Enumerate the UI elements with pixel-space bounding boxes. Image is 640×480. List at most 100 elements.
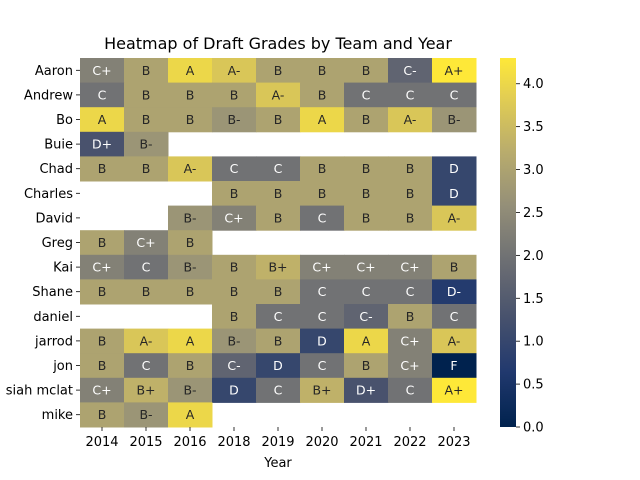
heatmap-cell <box>168 377 213 403</box>
cell-grade-label: B <box>98 284 107 299</box>
y-tick-label: Charles <box>24 187 73 202</box>
colorbar-tick-label: 3.5 <box>523 120 544 135</box>
cell-grade-label: C+ <box>224 210 243 225</box>
heatmap-cell <box>256 58 301 84</box>
cell-grade-label: B <box>274 186 283 201</box>
heatmap-cell <box>300 58 345 84</box>
cell-grade-label: C <box>362 284 371 299</box>
cell-grade-label: C <box>406 383 415 398</box>
cell-grade-label: B <box>186 87 195 102</box>
heatmap-cell <box>388 254 433 280</box>
cell-grade-label: B- <box>447 112 460 127</box>
cell-grade-label: B <box>362 63 371 78</box>
colorbar-tick-label: 2.0 <box>523 249 544 264</box>
cell-grade-label: B- <box>183 260 196 275</box>
heatmap-cell <box>388 353 433 379</box>
cell-grade-label: A- <box>448 210 461 225</box>
heatmap-cell <box>212 58 257 84</box>
heatmap-cell <box>256 82 301 108</box>
cell-grade-label: B <box>142 87 151 102</box>
colorbar <box>500 58 516 427</box>
heatmap-cell <box>344 328 389 354</box>
cell-grade-label: B <box>186 112 195 127</box>
cell-grade-label: B <box>142 161 151 176</box>
heatmap-cell <box>212 304 257 330</box>
cell-grade-label: B+ <box>268 260 287 275</box>
cell-grade-label: C <box>318 210 327 225</box>
heatmap-cell <box>300 279 345 305</box>
y-tick-label: Bo <box>56 113 73 128</box>
heatmap-cell <box>212 181 257 207</box>
x-tick-label: 2019 <box>261 435 294 450</box>
colorbar-tick-label: 1.5 <box>523 292 544 307</box>
cell-grade-label: B <box>274 284 283 299</box>
heatmap-cell <box>212 205 257 231</box>
cell-grade-label: A <box>186 63 195 78</box>
heatmap-cell <box>432 58 477 84</box>
x-tick-label: 2016 <box>173 435 206 450</box>
heatmap-cell <box>344 304 389 330</box>
cell-grade-label: D+ <box>356 383 376 398</box>
cell-grade-label: B- <box>183 210 196 225</box>
cell-grade-label: C <box>98 87 107 102</box>
cell-grade-label: B <box>362 161 371 176</box>
cell-grade-label: B <box>406 309 415 324</box>
heatmap-cell <box>124 279 169 305</box>
cell-grade-label: C <box>142 358 151 373</box>
heatmap-cell <box>432 304 477 330</box>
cell-grade-label: B <box>274 63 283 78</box>
x-tick-label: 2023 <box>437 435 470 450</box>
heatmap-cell <box>256 181 301 207</box>
heatmap-cell <box>300 353 345 379</box>
cell-grade-label: A+ <box>444 63 463 78</box>
heatmap-cell <box>168 156 213 182</box>
heatmap-cell <box>80 254 125 280</box>
heatmap-cell <box>168 82 213 108</box>
cell-grade-label: B <box>230 309 239 324</box>
heatmap-cell <box>344 353 389 379</box>
heatmap-cell <box>432 279 477 305</box>
cell-grade-label: C <box>406 87 415 102</box>
cell-grade-label: A- <box>184 161 197 176</box>
heatmap-cell <box>168 402 213 428</box>
cell-grade-label: B <box>98 161 107 176</box>
heatmap-cell <box>432 181 477 207</box>
heatmap-cell <box>256 205 301 231</box>
heatmap-cell <box>80 353 125 379</box>
heatmap-cell <box>168 328 213 354</box>
cell-grade-label: B <box>230 284 239 299</box>
cell-grade-label: D <box>273 358 283 373</box>
cell-grade-label: C- <box>359 309 372 324</box>
cell-grade-label: C <box>230 161 239 176</box>
heatmap-cell <box>300 181 345 207</box>
y-tick-labels: Aaron Andrew Bo Buie Chad Charles David Greg Kai… <box>6 64 80 423</box>
y-tick-label: David <box>35 211 73 226</box>
cell-grade-label: C- <box>403 63 416 78</box>
cell-grade-label: A <box>186 407 195 422</box>
heatmap-cell <box>256 156 301 182</box>
colorbar-tick-label: 1.0 <box>523 335 544 350</box>
heatmap-cell <box>300 107 345 133</box>
cell-grade-label: C+ <box>312 260 331 275</box>
heatmap-cell <box>432 156 477 182</box>
heatmap-cell <box>212 353 257 379</box>
heatmap-cell <box>256 107 301 133</box>
cell-grade-label: C- <box>227 358 240 373</box>
x-tick-label: 2022 <box>393 435 426 450</box>
cell-grade-label: C <box>450 309 459 324</box>
heatmap-cell <box>124 230 169 256</box>
cell-grade-label: B <box>450 260 459 275</box>
cell-grade-label: B <box>98 333 107 348</box>
heatmap-cell <box>300 156 345 182</box>
cell-grade-label: D <box>317 333 327 348</box>
cell-grade-label: B <box>318 87 327 102</box>
colorbar-tick-label: 0.0 <box>523 421 544 436</box>
cell-grade-label: B <box>230 260 239 275</box>
heatmap-cell <box>80 328 125 354</box>
cell-grade-label: C <box>450 87 459 102</box>
cell-grade-label: D <box>449 186 459 201</box>
heatmap-cell <box>344 205 389 231</box>
heatmap-cell <box>80 107 125 133</box>
colorbar-tick-label: 3.0 <box>523 163 544 178</box>
heatmap-cell <box>432 107 477 133</box>
